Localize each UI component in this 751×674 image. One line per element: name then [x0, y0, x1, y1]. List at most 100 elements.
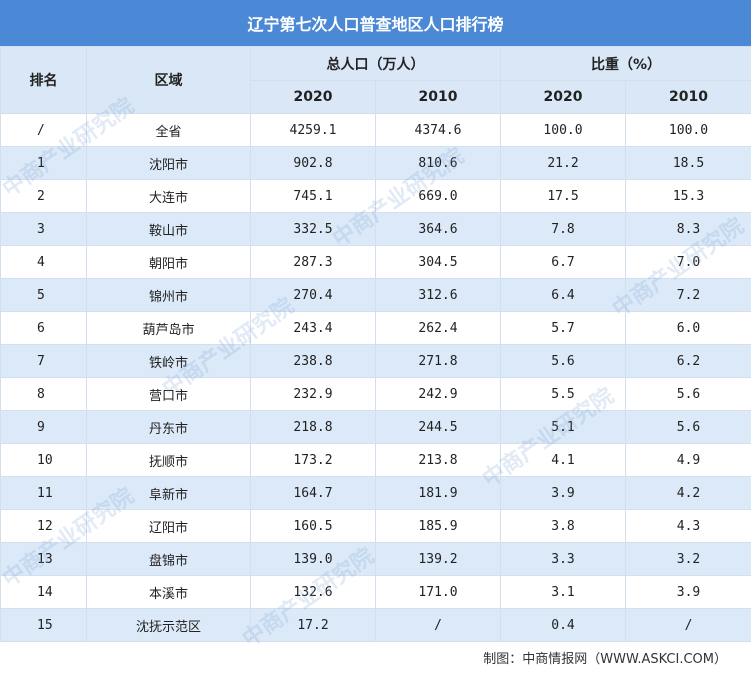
share-2020-cell: 5.7	[500, 311, 626, 345]
table-row: 1 沈阳市 902.8 810.6 21.2 18.5	[0, 146, 751, 180]
region-cell: 朝阳市	[86, 245, 251, 279]
share-2020-cell: 3.9	[500, 476, 626, 510]
pop-2010-cell: 304.5	[375, 245, 501, 279]
region-cell: 锦州市	[86, 278, 251, 312]
region-cell: 本溪市	[86, 575, 251, 609]
pop-2020-cell: 243.4	[250, 311, 376, 345]
pop-2010-cell: 669.0	[375, 179, 501, 213]
pop-2020-cell: 287.3	[250, 245, 376, 279]
share-2010-cell: 4.3	[625, 509, 751, 543]
share-2010-cell: 6.0	[625, 311, 751, 345]
pop-2020-cell: 132.6	[250, 575, 376, 609]
pop-2010-cell: 810.6	[375, 146, 501, 180]
table-row: 14 本溪市 132.6 171.0 3.1 3.9	[0, 575, 751, 609]
pop-2020-cell: 173.2	[250, 443, 376, 477]
rank-cell: /	[0, 113, 87, 147]
region-cell: 盘锦市	[86, 542, 251, 576]
header-population: 总人口（万人）	[250, 46, 501, 81]
table-row: 15 沈抚示范区 17.2/0.4/	[0, 608, 751, 642]
rank-cell: 9	[0, 410, 87, 444]
pop-2010-cell: 244.5	[375, 410, 501, 444]
table-row: 4 朝阳市 287.3 304.5 6.7 7.0	[0, 245, 751, 279]
table-title: 辽宁第七次人口普查地区人口排行榜	[0, 0, 751, 46]
region-cell: 辽阳市	[86, 509, 251, 543]
share-2020-cell: 4.1	[500, 443, 626, 477]
share-2020-cell: 3.3	[500, 542, 626, 576]
share-2010-cell: 7.0	[625, 245, 751, 279]
region-cell: 沈阳市	[86, 146, 251, 180]
share-2010-cell: 18.5	[625, 146, 751, 180]
share-2010-cell: 8.3	[625, 212, 751, 246]
rank-cell: 11	[0, 476, 87, 510]
pop-2010-cell: 171.0	[375, 575, 501, 609]
rank-cell: 4	[0, 245, 87, 279]
share-2020-cell: 3.8	[500, 509, 626, 543]
pop-2010-cell: 242.9	[375, 377, 501, 411]
region-cell: 大连市	[86, 179, 251, 213]
rank-cell: 5	[0, 278, 87, 312]
share-2020-cell: 0.4	[500, 608, 626, 642]
region-cell: 丹东市	[86, 410, 251, 444]
share-2020-cell: 5.6	[500, 344, 626, 378]
pop-2010-cell: 364.6	[375, 212, 501, 246]
rank-cell: 3	[0, 212, 87, 246]
table-row: 13 盘锦市 139.0 139.2 3.3 3.2	[0, 542, 751, 576]
table-row: 3 鞍山市 332.5 364.6 7.8 8.3	[0, 212, 751, 246]
pop-2020-cell: 139.0	[250, 542, 376, 576]
table-row: 2 大连市 745.1 669.0 17.5 15.3	[0, 179, 751, 213]
header-pop-2010: 2010	[375, 80, 501, 114]
table-row: 5 锦州市 270.4 312.6 6.4 7.2	[0, 278, 751, 312]
pop-2020-cell: 270.4	[250, 278, 376, 312]
share-2010-cell: 4.2	[625, 476, 751, 510]
share-2020-cell: 7.8	[500, 212, 626, 246]
header-share: 比重（%）	[500, 46, 751, 81]
rank-cell: 10	[0, 443, 87, 477]
share-2020-cell: 6.4	[500, 278, 626, 312]
table-row: 10 抚顺市 173.2 213.8 4.1 4.9	[0, 443, 751, 477]
rank-cell: 1	[0, 146, 87, 180]
header-share-2020: 2020	[500, 80, 626, 114]
pop-2010-cell: 4374.6	[375, 113, 501, 147]
region-cell: 抚顺市	[86, 443, 251, 477]
table-body: / 全省 4259.1 4374.6 100.0 100.0 1 沈阳市 902.8 810.6 2…	[0, 113, 751, 642]
rank-cell: 6	[0, 311, 87, 345]
region-cell: 铁岭市	[86, 344, 251, 378]
share-2020-cell: 5.5	[500, 377, 626, 411]
rank-cell: 12	[0, 509, 87, 543]
pop-2020-cell: 745.1	[250, 179, 376, 213]
share-2020-cell: 5.1	[500, 410, 626, 444]
region-cell: 鞍山市	[86, 212, 251, 246]
header-rank: 排名	[0, 46, 87, 114]
rank-cell: 8	[0, 377, 87, 411]
rank-cell: 15	[0, 608, 87, 642]
rank-cell: 13	[0, 542, 87, 576]
pop-2010-cell: 213.8	[375, 443, 501, 477]
pop-2010-cell: 185.9	[375, 509, 501, 543]
share-2010-cell: 6.2	[625, 344, 751, 378]
pop-2020-cell: 232.9	[250, 377, 376, 411]
pop-2010-cell: 139.2	[375, 542, 501, 576]
pop-2010-cell: 312.6	[375, 278, 501, 312]
pop-2020-cell: 238.8	[250, 344, 376, 378]
share-2010-cell: 4.9	[625, 443, 751, 477]
share-2020-cell: 17.5	[500, 179, 626, 213]
share-2010-cell: 100.0	[625, 113, 751, 147]
table-row: 6 葫芦岛市 243.4 262.4 5.7 6.0	[0, 311, 751, 345]
table-row: 12 辽阳市 160.5 185.9 3.8 4.3	[0, 509, 751, 543]
share-2010-cell: 3.2	[625, 542, 751, 576]
region-cell: 全省	[86, 113, 251, 147]
share-2010-cell: 5.6	[625, 410, 751, 444]
pop-2020-cell: 218.8	[250, 410, 376, 444]
header-region: 区域	[86, 46, 251, 114]
region-cell: 营口市	[86, 377, 251, 411]
source-credit: 制图：中商情报网（WWW.ASKCI.COM）	[483, 652, 727, 667]
header-pop-2020: 2020	[250, 80, 376, 114]
pop-2010-cell: /	[375, 608, 501, 642]
rank-cell: 14	[0, 575, 87, 609]
region-cell: 沈抚示范区	[86, 608, 251, 642]
pop-2010-cell: 181.9	[375, 476, 501, 510]
header-share-2010: 2010	[625, 80, 751, 114]
table-row: 8 营口市 232.9 242.9 5.5 5.6	[0, 377, 751, 411]
pop-2020-cell: 17.2	[250, 608, 376, 642]
share-2010-cell: /	[625, 608, 751, 642]
